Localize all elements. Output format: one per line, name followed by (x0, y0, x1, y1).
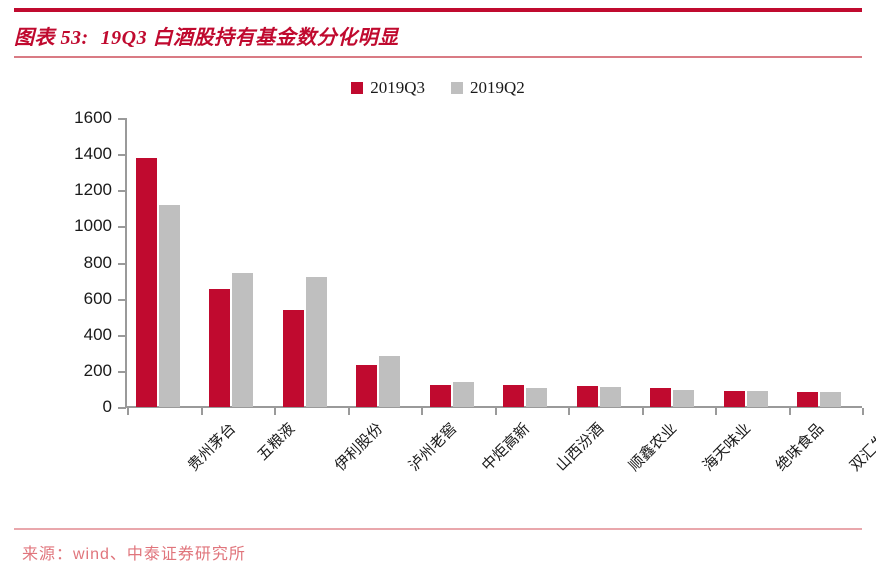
y-axis-tick (118, 262, 126, 265)
legend-label: 2019Q3 (370, 78, 425, 97)
bar-2019Q3-海天味业[interactable] (650, 388, 672, 407)
y-axis-tick (118, 407, 126, 409)
y-axis-tick-label: 800 (83, 252, 112, 272)
bar-2019Q3-伊利股份[interactable] (282, 310, 304, 407)
legend-swatch-icon (351, 82, 364, 94)
x-axis-tick (715, 408, 717, 415)
bar-2019Q2-中炬高新[interactable] (452, 381, 474, 407)
y-axis-tick (118, 154, 126, 157)
x-axis-label-海天味业: 海天味业 (699, 420, 754, 475)
legend-swatch-icon (451, 82, 463, 94)
x-axis-tick (568, 408, 570, 415)
bar-2019Q3-五粮液[interactable] (209, 288, 231, 407)
legend-item-2019Q2[interactable]: 2019Q2 (451, 78, 525, 98)
bar-2019Q3-顺鑫农业[interactable] (576, 386, 598, 407)
x-axis-label-顺鑫农业: 顺鑫农业 (625, 420, 681, 475)
y-axis-tick (118, 334, 126, 337)
y-axis-tick-label: 200 (83, 360, 112, 380)
x-axis-tick (421, 408, 423, 415)
y-axis-tick-label: 400 (83, 324, 112, 344)
bar-2019Q2-顺鑫农业[interactable] (599, 387, 621, 407)
bar-2019Q2-双汇发展[interactable] (820, 391, 842, 407)
legend-label: 2019Q2 (470, 78, 525, 97)
bar-2019Q3-山西汾酒[interactable] (503, 385, 525, 407)
y-axis-tick (118, 298, 126, 301)
x-axis-tick (862, 408, 864, 415)
y-axis-tick (118, 118, 126, 120)
bar-group (495, 118, 569, 407)
x-axis-label-双汇发展: 双汇发展 (846, 420, 876, 475)
y-axis-tick-label: 1200 (74, 180, 112, 200)
top-accent-rule (14, 8, 862, 12)
y-axis-tick (118, 226, 126, 229)
x-axis-tick (274, 408, 276, 415)
x-axis-line (125, 406, 862, 408)
bar-2019Q2-贵州茅台[interactable] (158, 204, 180, 407)
x-axis-label-绝味食品: 绝味食品 (772, 420, 828, 475)
bar-2019Q3-贵州茅台[interactable] (135, 157, 157, 407)
x-axis-tick (200, 408, 203, 415)
bar-2019Q3-绝味食品[interactable] (723, 391, 745, 407)
x-axis-tick (127, 408, 129, 415)
y-axis-tick-label: 600 (83, 288, 112, 308)
title-divider-rule (14, 56, 862, 58)
bar-group (127, 118, 201, 407)
y-axis-tick-label: 1600 (74, 108, 112, 127)
page-title: 19Q3 白酒股持有基金数分化明显 (100, 26, 399, 49)
y-axis-tick (118, 190, 126, 193)
y-axis-tick-label: 1000 (74, 216, 112, 236)
legend-item-2019Q3[interactable]: 2019Q3 (351, 78, 425, 98)
x-axis-label-五粮液: 五粮液 (254, 420, 298, 464)
x-axis-tick (347, 408, 350, 415)
bar-group (715, 118, 789, 407)
bar-2019Q2-海天味业[interactable] (673, 390, 695, 407)
bar-2019Q3-双汇发展[interactable] (797, 391, 819, 407)
x-axis-tick (788, 408, 791, 415)
x-axis-tick (494, 408, 497, 415)
y-axis-tick-label: 0 (102, 397, 112, 416)
bar-2019Q2-山西汾酒[interactable] (526, 388, 548, 407)
bar-group (642, 118, 716, 407)
bar-series-container (127, 118, 862, 407)
x-axis-tick (641, 408, 644, 415)
x-axis-label-中炬高新: 中炬高新 (478, 420, 534, 475)
y-axis-tick-label: 1400 (74, 144, 112, 164)
figure-number: 图表 53: (14, 26, 89, 49)
source-note: 来源：wind、中泰证券研究所 (22, 546, 246, 563)
x-axis-label-泸州老窖: 泸州老窖 (405, 420, 460, 475)
bar-2019Q2-伊利股份[interactable] (305, 276, 327, 407)
bar-group (789, 118, 863, 407)
x-axis-label-山西汾酒: 山西汾酒 (552, 420, 607, 475)
chart-legend: 2019Q3 2019Q2 (0, 78, 876, 98)
y-axis-tick (118, 370, 126, 373)
bar-group (568, 118, 642, 407)
bar-group (274, 118, 348, 407)
y-axis-line (125, 118, 127, 408)
bar-2019Q2-绝味食品[interactable] (746, 390, 768, 407)
bottom-divider-rule (14, 528, 862, 530)
bar-group (201, 118, 275, 407)
figure-title-bar: 图表 53: 19Q3 白酒股持有基金数分化明显 (14, 16, 862, 54)
bar-2019Q2-五粮液[interactable] (232, 273, 254, 407)
bar-2019Q3-泸州老窖[interactable] (356, 365, 378, 407)
chart-area: 0 200 400 600 800 1000 1200 1400 1600 贵州茅台 五粮液 伊利股… (0, 108, 876, 508)
bar-group (421, 118, 495, 407)
bar-2019Q3-中炬高新[interactable] (429, 385, 451, 407)
bar-group (348, 118, 422, 407)
bar-2019Q2-泸州老窖[interactable] (379, 356, 401, 407)
x-axis-labels: 贵州茅台 五粮液 伊利股份 泸州老窖 中炬高新 山西汾酒 顺鑫农业 海天味业 绝味食品 双汇发展 (0, 416, 876, 508)
x-axis-label-贵州茅台: 贵州茅台 (184, 420, 240, 475)
x-axis-label-伊利股份: 伊利股份 (331, 420, 387, 475)
